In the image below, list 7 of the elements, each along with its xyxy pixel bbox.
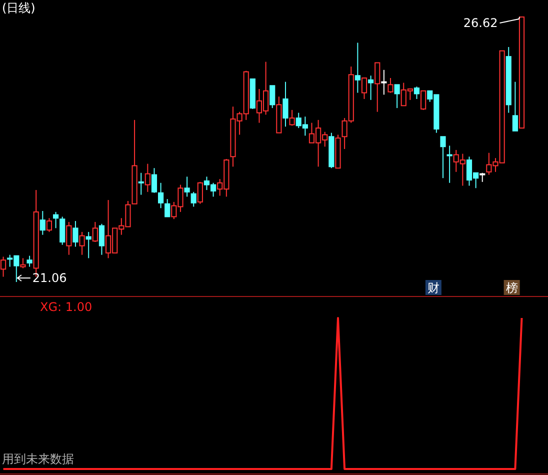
annotation: 26.62 — [463, 16, 498, 30]
annotation: 21.06 — [32, 271, 67, 285]
annotation: 用到未来数据 — [2, 452, 74, 466]
chart-title: XG: 1.00 — [40, 300, 92, 314]
annotation: 财 — [427, 281, 440, 295]
annotation: 榜 — [506, 281, 518, 295]
chart-title: (日线) — [2, 1, 36, 15]
